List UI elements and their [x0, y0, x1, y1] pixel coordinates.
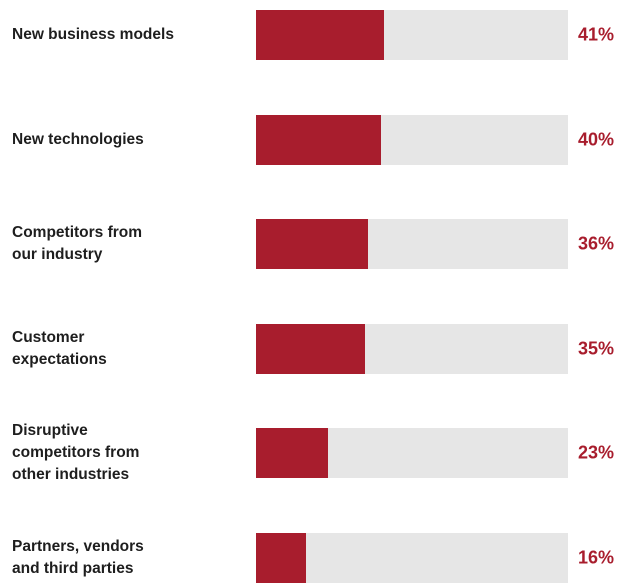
value-label: 40%: [578, 129, 615, 149]
value-label: 23%: [578, 442, 615, 463]
value-label: 16%: [578, 547, 615, 567]
category-label: New business models: [12, 26, 174, 43]
bar: [256, 219, 369, 269]
value-label: 36%: [578, 233, 615, 254]
category-label: Partners, vendors and third parties: [12, 537, 144, 577]
bar-track: [256, 532, 568, 583]
value-label: 41%: [578, 24, 615, 45]
value-label: 35%: [578, 338, 615, 358]
bar: [256, 10, 384, 60]
category-label: Competitors from our industry: [12, 224, 143, 263]
bar: [256, 114, 381, 165]
category-label: Disruptive competitors from other indust…: [12, 422, 140, 483]
category-label: Customer expectations: [12, 328, 107, 368]
bar: [256, 428, 328, 478]
bar: [256, 532, 306, 583]
bar: [256, 323, 366, 374]
category-label: New technologies: [12, 130, 144, 148]
